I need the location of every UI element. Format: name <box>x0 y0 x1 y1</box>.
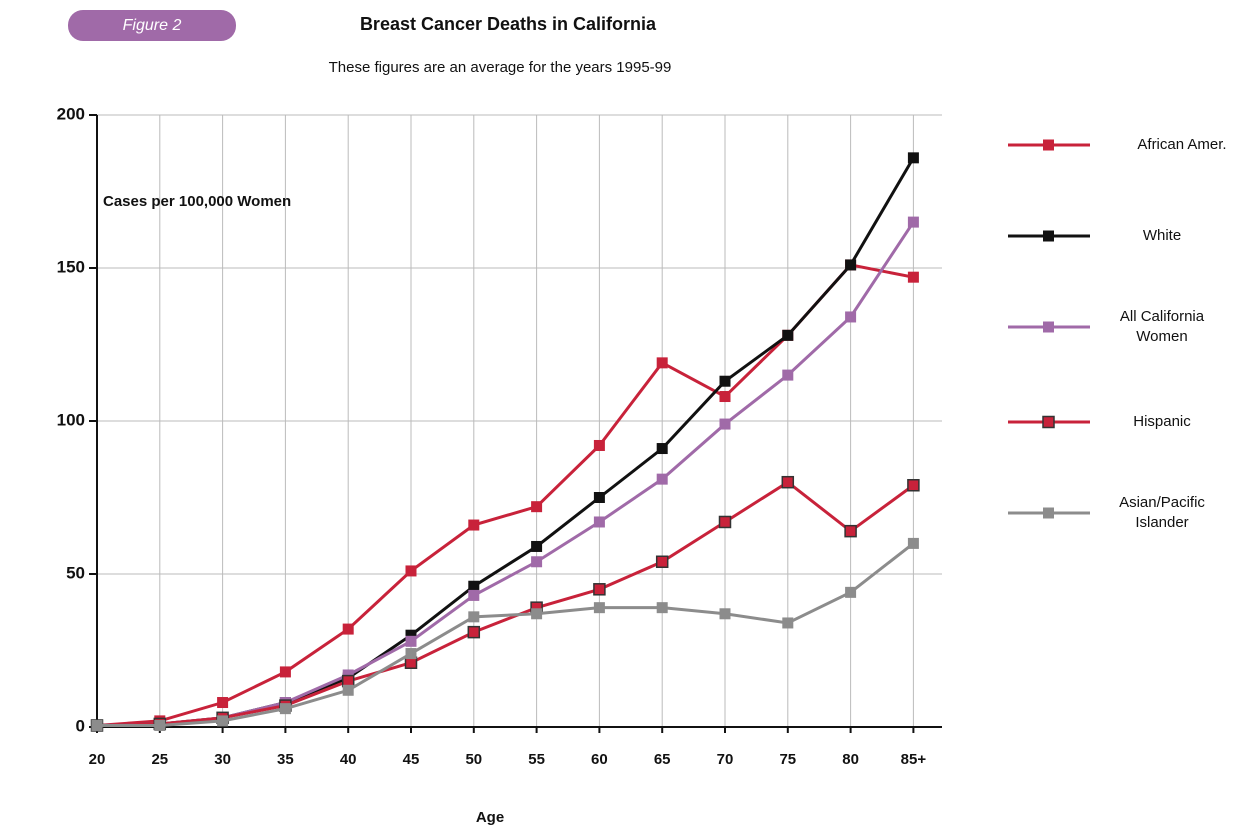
marker <box>719 608 731 620</box>
marker <box>217 715 229 727</box>
y-tick-label: 0 <box>76 716 85 735</box>
legend-marker <box>1043 230 1054 242</box>
marker <box>718 515 732 529</box>
x-tick-label: 35 <box>277 751 294 768</box>
y-tick-label: 100 <box>57 410 85 429</box>
marker <box>154 719 166 731</box>
x-tick-label: 55 <box>528 751 545 768</box>
badge: Figure 2 <box>123 17 182 34</box>
legend-marker <box>1042 415 1055 429</box>
marker <box>719 418 731 430</box>
series-line <box>96 480 915 727</box>
marker <box>656 602 668 614</box>
x-tick-label: 50 <box>465 751 482 768</box>
marker <box>907 479 920 492</box>
marker <box>656 473 668 485</box>
y-tick-label: 50 <box>66 563 85 582</box>
y-tick-label: 200 <box>57 104 85 123</box>
marker <box>531 556 543 568</box>
marker <box>342 623 354 635</box>
marker <box>468 580 480 592</box>
marker <box>91 719 103 731</box>
marker <box>468 519 480 531</box>
x-tick-label: 40 <box>340 751 357 768</box>
x-tick-label: 45 <box>403 751 420 768</box>
marker <box>593 439 605 451</box>
marker <box>907 216 919 228</box>
marker <box>656 443 668 455</box>
legend-marker <box>1043 139 1054 151</box>
subtitle: These figures are an average for the yea… <box>329 59 672 76</box>
chart-title: Breast Cancer Deaths in California <box>360 14 657 34</box>
x-tick-label: 60 <box>591 751 608 768</box>
x-tick-label: 75 <box>779 751 796 768</box>
x-tick-label: 70 <box>717 751 734 768</box>
marker <box>844 524 857 538</box>
marker <box>907 152 919 164</box>
marker <box>279 666 291 678</box>
marker <box>405 629 417 641</box>
marker <box>781 475 795 489</box>
marker <box>845 311 857 323</box>
marker <box>467 625 481 639</box>
marker <box>217 697 229 709</box>
legend-marker <box>1043 321 1054 333</box>
legend-marker <box>1043 507 1054 519</box>
legend-label: Hispanic <box>1133 413 1191 430</box>
y-annotation: Cases per 100,000 Women <box>103 193 292 210</box>
x-tick-label: 25 <box>151 751 168 768</box>
marker <box>782 369 794 381</box>
marker <box>531 608 543 620</box>
x-tick-label: 80 <box>842 751 859 768</box>
marker <box>719 391 731 403</box>
marker <box>593 516 605 528</box>
y-tick-label: 150 <box>57 257 85 276</box>
marker <box>845 259 857 271</box>
marker <box>405 635 417 647</box>
marker <box>405 565 417 577</box>
x-tick-label: 85+ <box>901 751 927 768</box>
marker <box>593 583 606 596</box>
marker <box>593 492 605 503</box>
marker <box>593 602 605 614</box>
marker <box>405 648 417 660</box>
series-line <box>96 263 914 727</box>
marker <box>845 586 857 598</box>
marker <box>279 703 291 715</box>
series-line <box>96 157 915 727</box>
marker <box>531 501 543 513</box>
marker <box>531 540 543 552</box>
badge-bg <box>68 10 236 41</box>
marker <box>782 617 794 629</box>
marker <box>907 271 919 283</box>
marker <box>719 375 731 387</box>
legend-label: White <box>1142 227 1182 244</box>
marker <box>468 589 480 601</box>
marker <box>907 537 919 549</box>
series-line <box>96 221 915 727</box>
x-tick-label: 65 <box>654 751 671 768</box>
x-tick-label: 20 <box>89 751 106 768</box>
marker <box>656 357 668 369</box>
marker <box>782 329 794 341</box>
series-line <box>97 542 915 727</box>
marker <box>655 555 669 569</box>
marker <box>342 684 354 696</box>
x-tick-label: 30 <box>214 751 231 768</box>
legend-label: Asian/Pacific Islander <box>1119 494 1205 531</box>
legend-label: African Amer. <box>1137 136 1227 153</box>
x-axis-label: Age <box>476 809 504 826</box>
marker <box>468 611 480 623</box>
legend-label: All California Women <box>1119 308 1205 345</box>
